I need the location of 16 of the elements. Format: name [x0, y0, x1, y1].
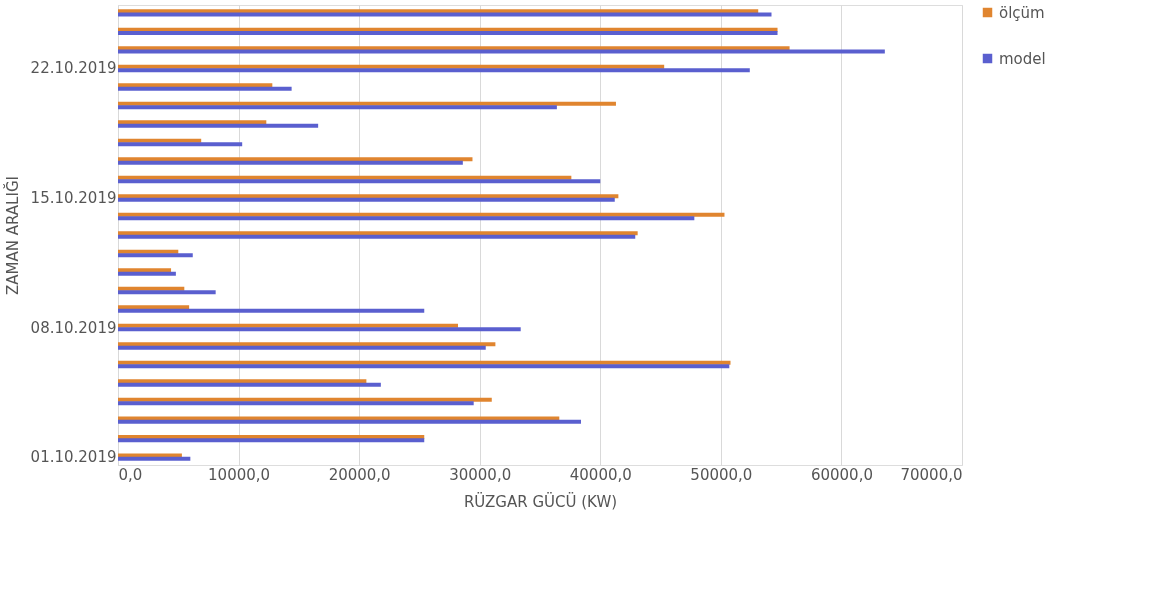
x-axis-title: RÜZGAR GÜCÜ (KW)	[463, 491, 618, 511]
y-tick-label: 01.10.2019	[30, 448, 117, 467]
y-axis-title: ZAMAN ARALIĞI	[2, 176, 22, 295]
x-tick-label: 30000,0	[449, 465, 512, 484]
y-tick-label: 08.10.2019	[30, 318, 117, 337]
x-tick-label: 40000,0	[569, 465, 632, 484]
y-tick-label: 15.10.2019	[30, 188, 117, 207]
x-tick-label: 10000,0	[208, 465, 271, 484]
x-tick-label: 20000,0	[328, 465, 391, 484]
x-tick-label: 70000,0	[900, 465, 963, 484]
x-tick-label: 60000,0	[810, 465, 873, 484]
x-tick-label: 0,0	[118, 465, 143, 484]
x-tick-label: 50000,0	[690, 465, 753, 484]
legend-label: ölçüm	[999, 3, 1045, 22]
legend-label: model	[999, 49, 1046, 68]
y-tick-label: 22.10.2019	[30, 59, 117, 78]
